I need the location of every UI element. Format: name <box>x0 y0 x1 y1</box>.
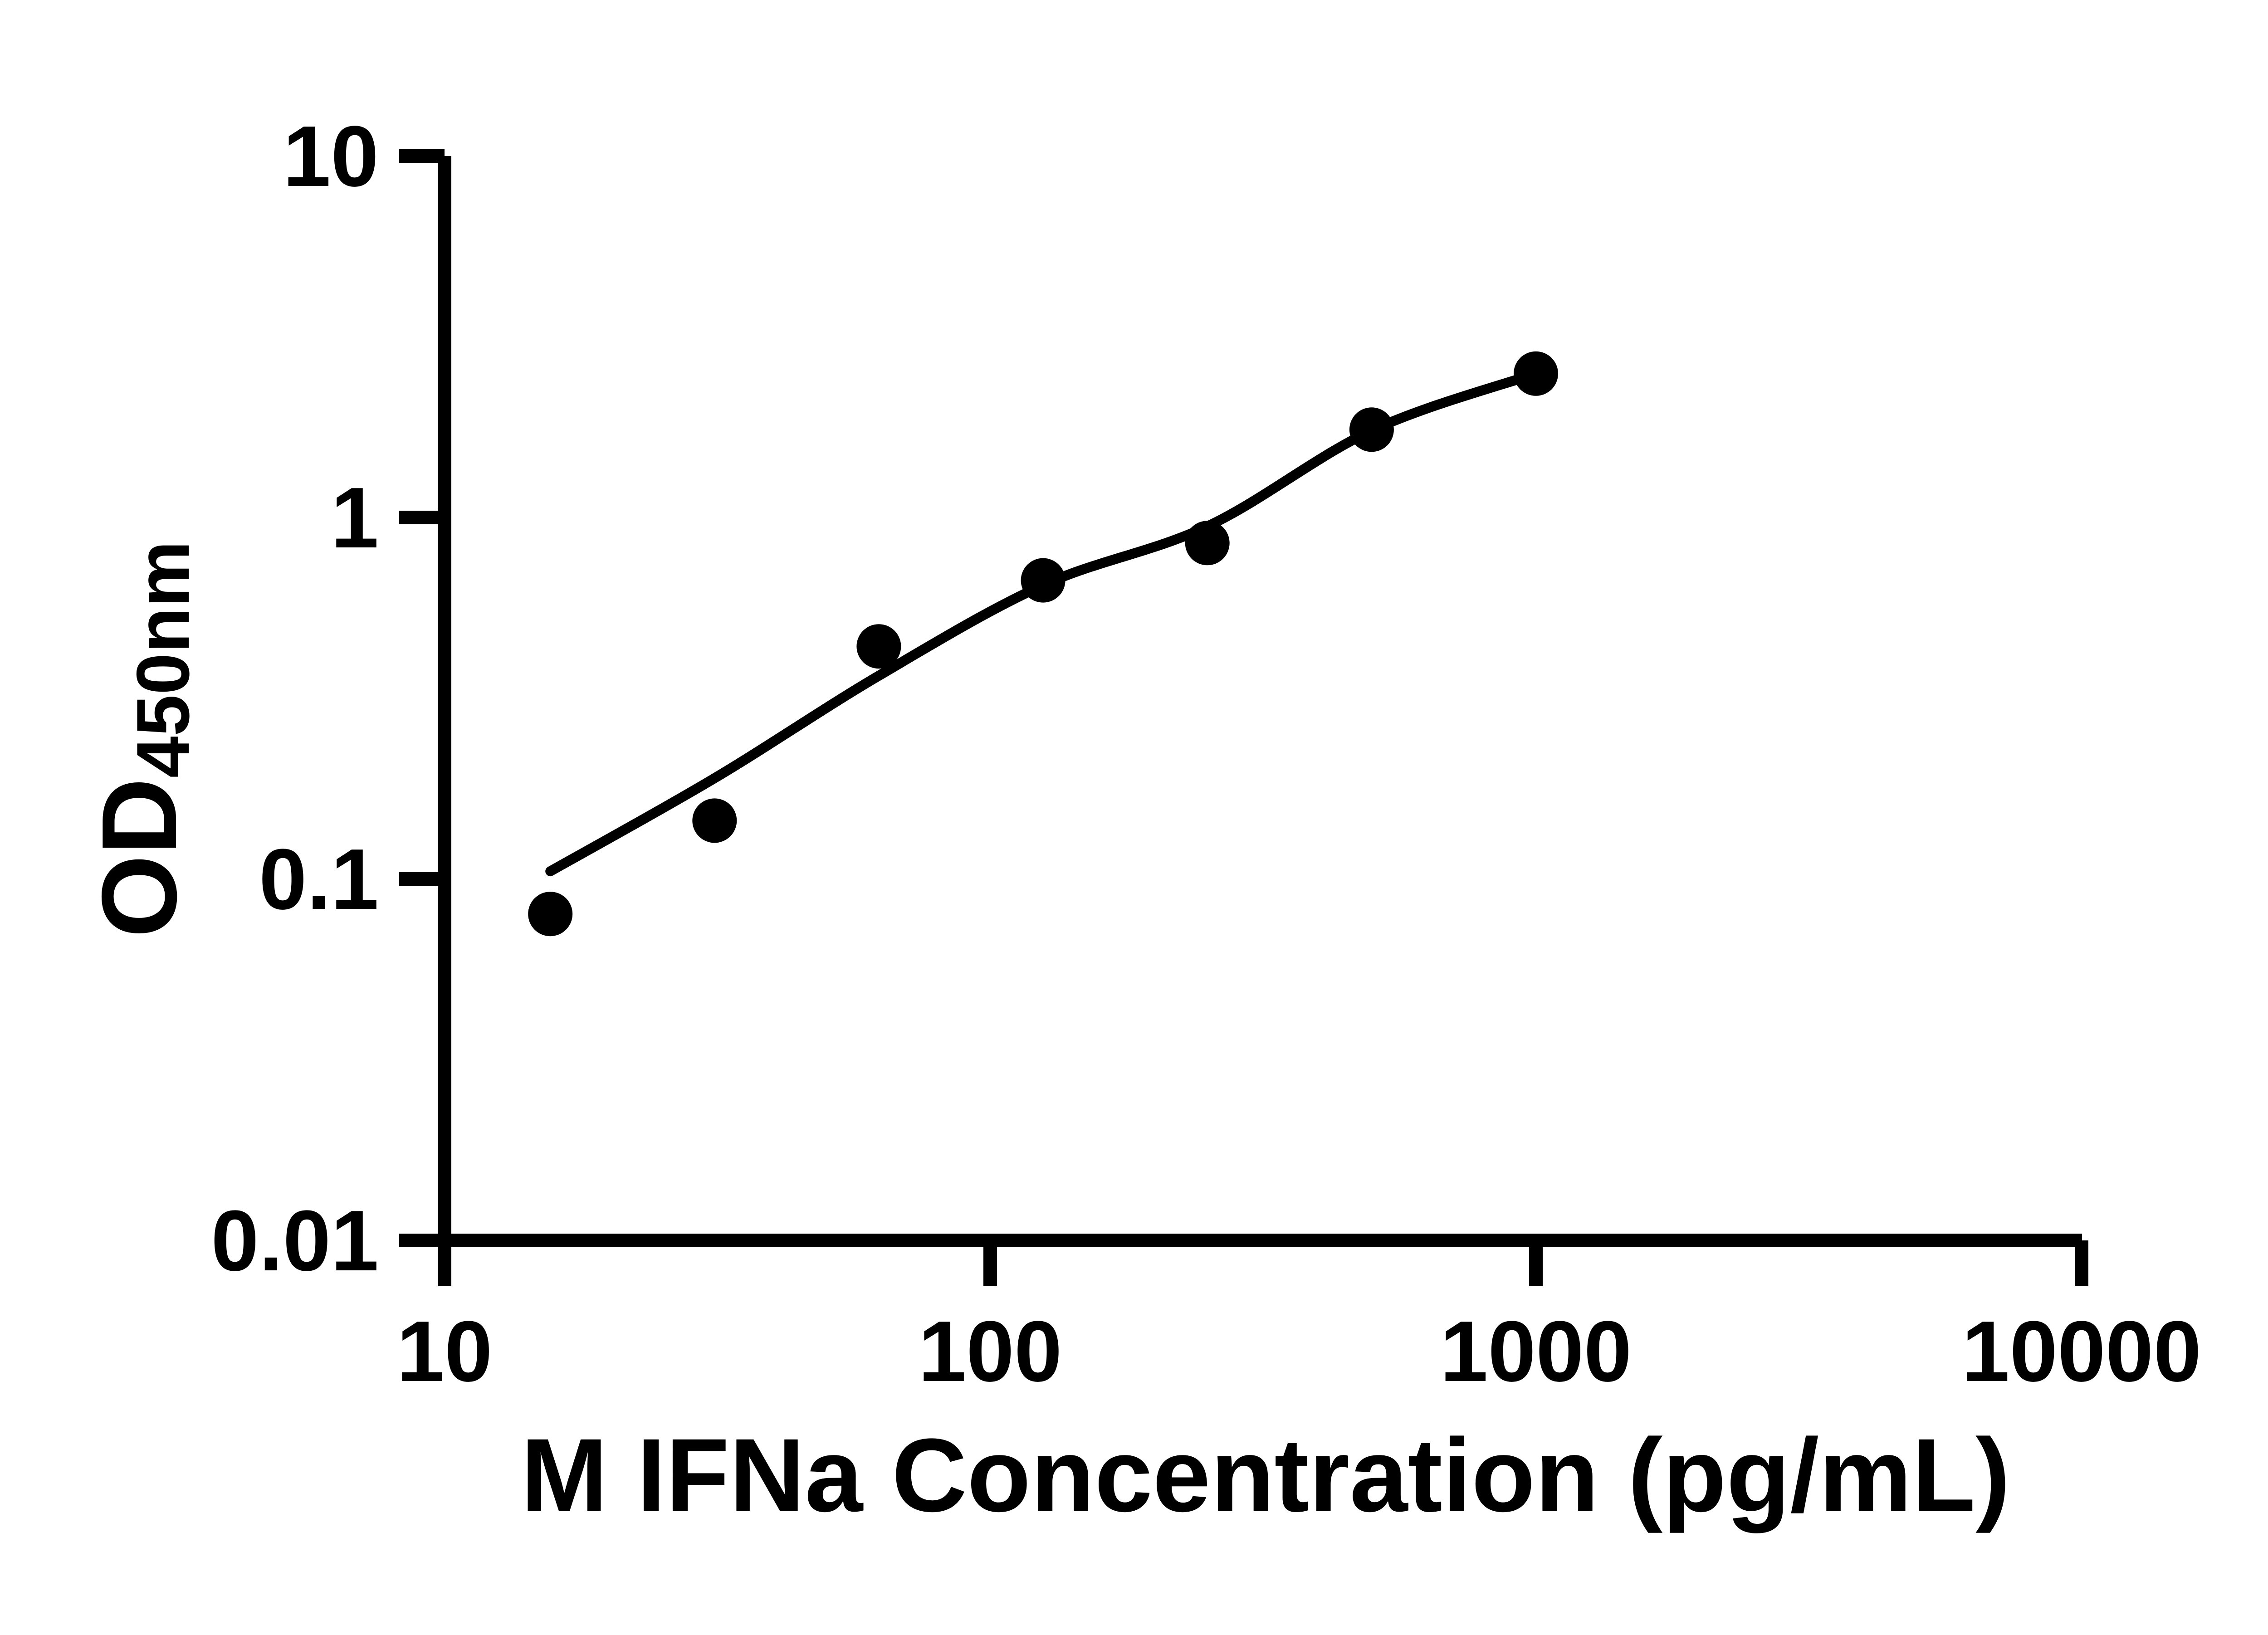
labels-layer: M IFNa Concentration (pg/mL) OD450nm <box>79 541 2010 1533</box>
data-point <box>1021 558 1066 603</box>
data-point <box>528 892 573 937</box>
x-tick-label: 10 <box>396 1303 492 1400</box>
x-axis-title: M IFNa Concentration (pg/mL) <box>521 1417 2010 1533</box>
y-tick-label: 0.1 <box>259 831 379 927</box>
y-tick-label: 0.01 <box>211 1193 379 1289</box>
data-point <box>1185 521 1230 566</box>
data-point <box>1514 351 1558 396</box>
y-axis-title-main: OD <box>79 778 199 938</box>
x-tick-label: 100 <box>918 1303 1062 1400</box>
y-tick-label: 1 <box>331 470 379 566</box>
x-tick-label: 10000 <box>1962 1303 2201 1400</box>
fit-line <box>545 368 1541 877</box>
y-tick-label: 10 <box>283 108 379 205</box>
data-point <box>1349 407 1394 452</box>
data-point <box>856 624 901 669</box>
y-axis-title-subscript: 450nm <box>121 541 205 778</box>
y-axis-title: OD450nm <box>79 541 205 937</box>
data-point <box>692 798 737 843</box>
x-tick-label: 1000 <box>1440 1303 1632 1400</box>
plot-layer <box>528 351 1558 937</box>
axis-spine <box>438 156 2082 1247</box>
